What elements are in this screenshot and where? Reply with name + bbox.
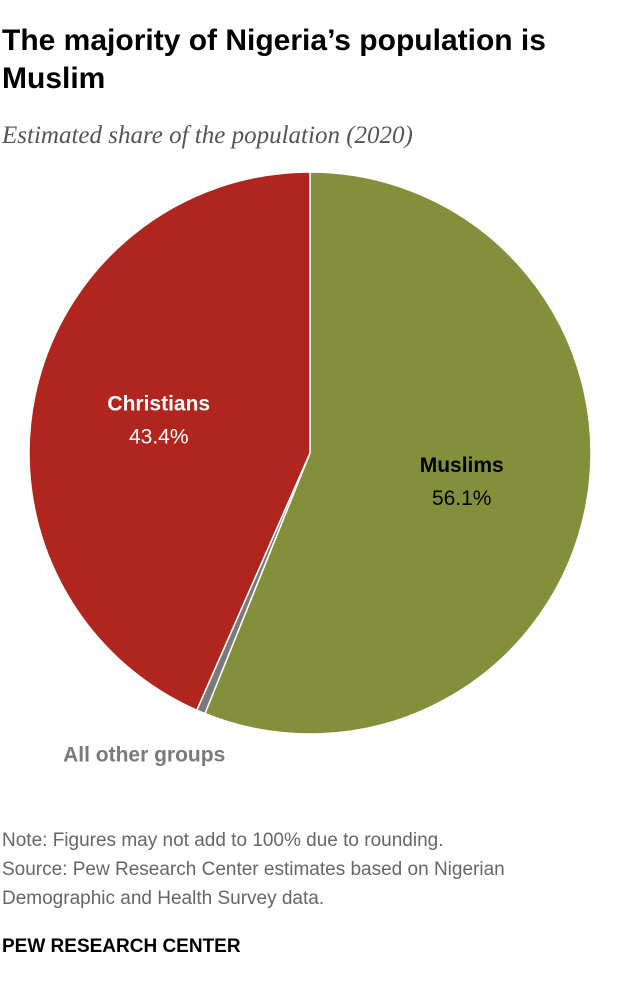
slice-label: All other groups [63, 744, 225, 767]
chart-subtitle: Estimated share of the population (2020) [2, 122, 413, 149]
source: Source: Pew Research Center estimates ba… [2, 859, 505, 909]
chart-title: The majority of Nigeria’s population is … [2, 24, 546, 95]
chart: Muslims 56.1% All other groups Christians 43… [28, 171, 592, 767]
note: Note: Figures may not add to 100% due to… [2, 830, 444, 851]
pie-slice [28, 171, 311, 712]
value-label: 43.4% [129, 426, 189, 449]
footer: PEW RESEARCH CENTER [2, 936, 241, 957]
slice-label: Christians [107, 393, 210, 416]
pie-slice [203, 171, 592, 735]
slice-label: Muslims [420, 454, 504, 477]
value-label: 56.1% [432, 487, 492, 510]
